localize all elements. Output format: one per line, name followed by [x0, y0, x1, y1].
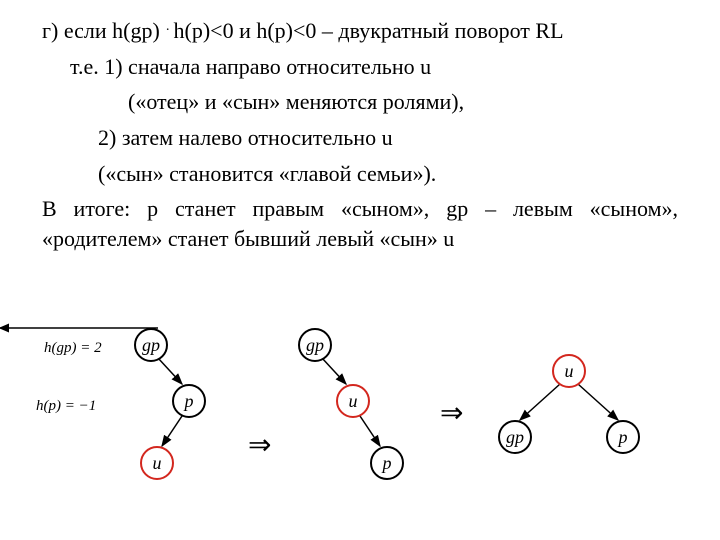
paragraph-step1: т.е. 1) сначала направо относительно u — [42, 52, 678, 82]
txt: г) если h(gp) — [42, 18, 160, 43]
label-h-p: h(p) = −1 — [36, 398, 96, 415]
node-t2-gp: gp — [298, 328, 332, 362]
node-t2-p: p — [370, 446, 404, 480]
dot-operator: · — [165, 23, 173, 38]
edge-t2-u-p — [360, 416, 380, 446]
figure-rl-rotation: h(gp) = 2 h(p) = −1 gp p u ⇒ gp u p ⇒ u … — [0, 328, 720, 538]
node-t2-u: u — [336, 384, 370, 418]
node-t3-p: p — [606, 420, 640, 454]
paragraph-step2: 2) затем налево относительно u — [42, 123, 678, 153]
txt: h(p)<0 и h(p)<0 – двукратный поворот RL — [174, 18, 564, 43]
node-t1-u: u — [140, 446, 174, 480]
edge-t3-u-p — [578, 384, 618, 420]
implies-1: ⇒ — [248, 428, 271, 462]
node-t1-p: p — [172, 384, 206, 418]
node-t3-u: u — [552, 354, 586, 388]
paragraph-condition: г) если h(gp) · h(p)<0 и h(p)<0 – двукра… — [42, 16, 678, 46]
edge-t1-p-u — [162, 416, 182, 446]
implies-2: ⇒ — [440, 396, 463, 430]
paragraph-result: В итоге: p станет правым «сыном», gp – л… — [42, 194, 678, 253]
node-t3-gp: gp — [498, 420, 532, 454]
label-h-gp: h(gp) = 2 — [44, 340, 102, 357]
edge-t2-gp-u — [322, 358, 346, 384]
paragraph-step2-note: («сын» становится «главой семьи»). — [42, 159, 678, 189]
edge-t1-gp-p — [158, 358, 182, 384]
paragraph-step1-note: («отец» и «сын» меняются ролями), — [42, 87, 678, 117]
edge-t3-u-gp — [520, 384, 560, 420]
node-t1-gp: gp — [134, 328, 168, 362]
